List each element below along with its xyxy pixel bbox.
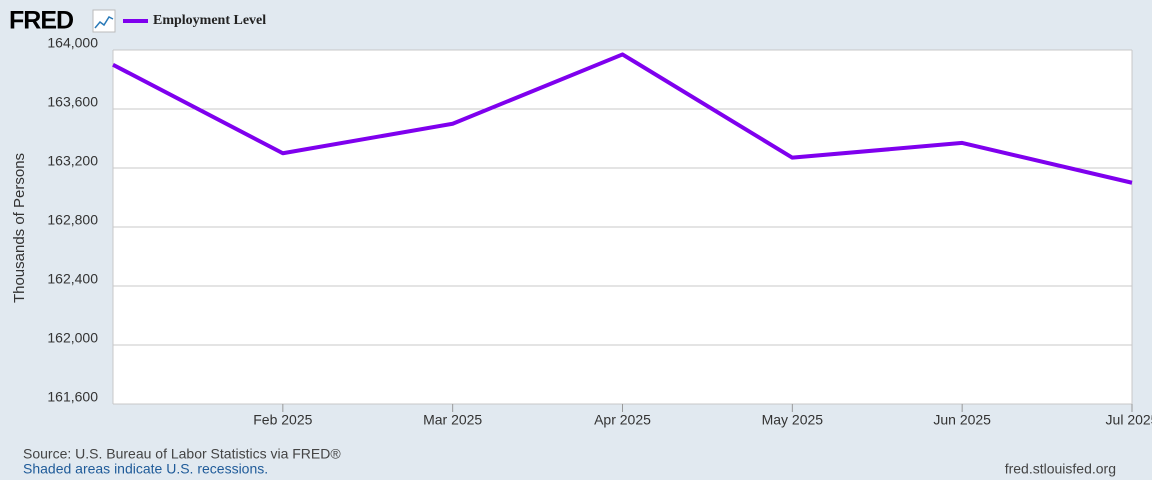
legend-label: Employment Level [153, 13, 266, 28]
y-tick-label: 162,400 [47, 271, 98, 287]
y-tick-label: 164,000 [47, 35, 98, 51]
y-tick-label: 163,200 [47, 153, 98, 169]
x-tick-label: May 2025 [762, 412, 824, 428]
y-tick-label: 163,600 [47, 94, 98, 110]
url[interactable]: fred.stlouisfed.org [1005, 461, 1116, 477]
logo-icon [92, 9, 116, 33]
y-tick-label: 162,000 [47, 330, 98, 346]
logo: FRED [9, 7, 73, 35]
x-tick-label: Apr 2025 [594, 412, 651, 428]
series-line [112, 52, 1133, 185]
x-tick-label: Mar 2025 [423, 412, 482, 428]
x-tick-label: Jul 2025 [1106, 412, 1152, 428]
y-tick-label: 161,600 [47, 389, 98, 405]
y-tick-label: 162,800 [47, 212, 98, 228]
note[interactable]: Shaded areas indicate U.S. recessions. [23, 461, 268, 477]
source: Source: U.S. Bureau of Labor Statistics … [23, 446, 341, 462]
x-tick-label: Jun 2025 [933, 412, 991, 428]
x-tick-label: Feb 2025 [253, 412, 312, 428]
y-axis-title: Thousands of Persons [11, 153, 28, 303]
